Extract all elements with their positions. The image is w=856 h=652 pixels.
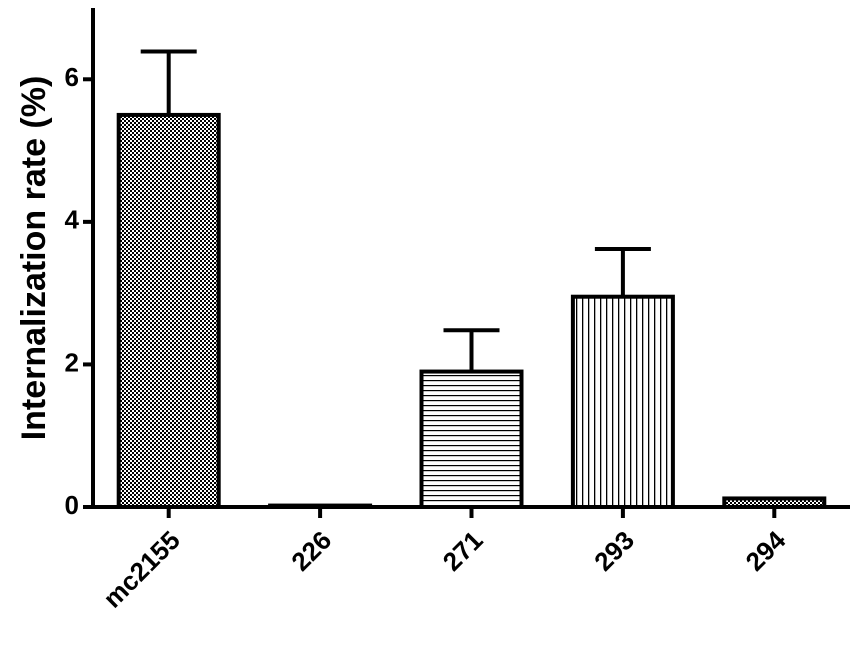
y-tick-label: 6 (65, 62, 79, 92)
bar (419, 369, 524, 509)
x-tick-label: 293 (588, 525, 640, 577)
y-tick-label: 4 (65, 205, 80, 235)
y-tick-label: 2 (65, 347, 79, 377)
x-tick-label: 294 (740, 525, 792, 577)
bar (570, 294, 675, 510)
y-tick-label: 0 (65, 490, 79, 520)
y-axis-label: Internalization rate (%) (15, 76, 53, 441)
bar (116, 112, 221, 510)
x-tick-label: 226 (285, 525, 337, 577)
x-tick-label: 271 (437, 525, 489, 577)
x-tick-label: mc2155 (97, 525, 186, 614)
